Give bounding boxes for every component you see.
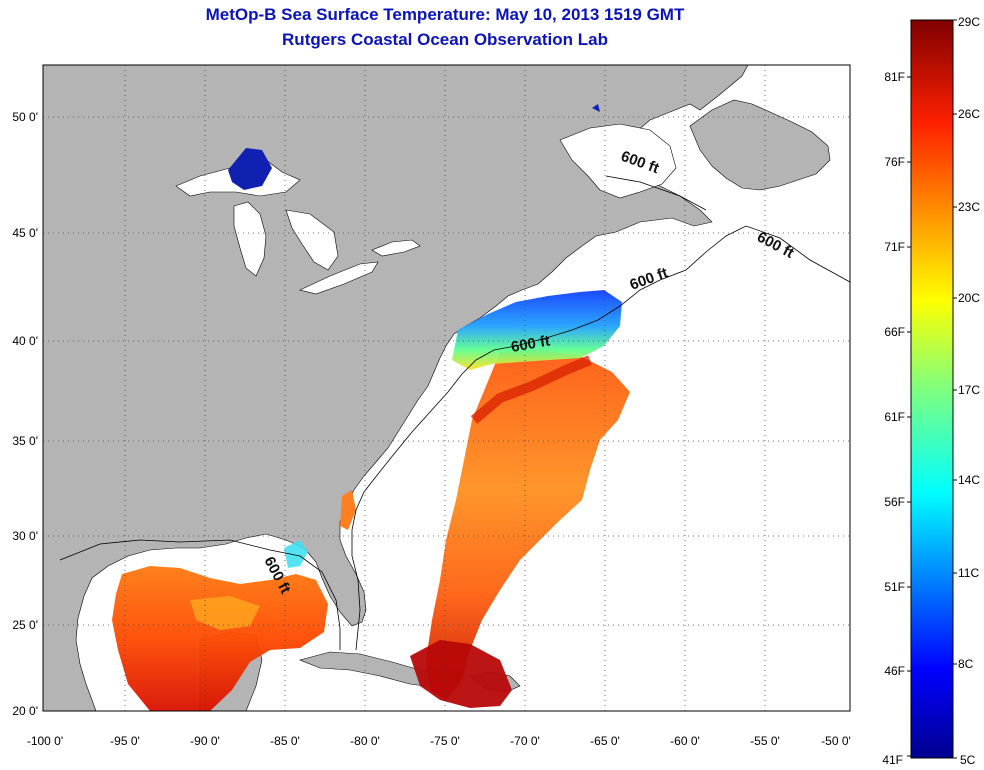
newfoundland-land [689, 99, 831, 191]
colorbar-fahrenheit-label: 66F [884, 325, 905, 339]
colorbar-celsius-label: 5C [960, 753, 976, 767]
lon-tick-label: -100 0' [27, 734, 63, 748]
colorbar-fahrenheit-label: 51F [884, 580, 905, 594]
lat-axis: 50 0' 45 0' 40 0' 35 0' 30 0' 25 0' 20 0… [12, 110, 38, 718]
depth-label: 600 ft [510, 332, 552, 356]
lat-tick-label: 30 0' [12, 529, 38, 543]
gulf-cool-patch [284, 540, 308, 568]
colorbar-fahrenheit-label: 61F [884, 410, 905, 424]
lon-tick-label: -85 0' [270, 734, 300, 748]
depth-contour-600ft [59, 175, 850, 651]
lon-tick-label: -80 0' [350, 734, 380, 748]
lon-tick-label: -55 0' [750, 734, 780, 748]
caribbean-sst-field [410, 640, 512, 708]
lake-ontario [371, 239, 421, 257]
lon-tick-label: -75 0' [430, 734, 460, 748]
lon-tick-label: -50 0' [821, 734, 851, 748]
colorbar-fahrenheit-label: 71F [884, 240, 905, 254]
gulf-warm-core [190, 596, 260, 630]
colorbar-fahrenheit-label: 81F [884, 70, 905, 84]
colorbar-celsius-label: 23C [958, 200, 980, 214]
colorbar-celsius-label: 17C [958, 383, 980, 397]
lon-axis: -100 0' -95 0' -90 0' -85 0' -80 0' -75 … [27, 734, 851, 748]
lat-tick-label: 35 0' [12, 434, 38, 448]
gulf-stream-core [470, 355, 592, 424]
lat-tick-label: 40 0' [12, 334, 38, 348]
lake-superior-cold [228, 148, 272, 190]
colorbar: 29C 26C 23C 20C 17C 14C 11C 8C 5C 81F 76… [882, 15, 980, 767]
lon-tick-label: -90 0' [190, 734, 220, 748]
map-title: MetOp-B Sea Surface Temperature: May 10,… [205, 5, 685, 24]
lon-tick-label: -65 0' [590, 734, 620, 748]
lon-tick-label: -70 0' [510, 734, 540, 748]
map-subtitle: Rutgers Coastal Ocean Observation Lab [282, 30, 608, 49]
colorbar-celsius-label: 14C [958, 473, 980, 487]
colorbar-fahrenheit-label: 56F [884, 495, 905, 509]
colorbar-scale [910, 19, 954, 759]
colorbar-celsius-label: 8C [958, 657, 974, 671]
gulf-st-lawrence [559, 123, 677, 199]
colorbar-celsius-label: 11C [958, 566, 979, 580]
lat-tick-label: 45 0' [12, 226, 38, 240]
lat-tick-label: 50 0' [12, 110, 38, 124]
colorbar-celsius-label: 20C [958, 291, 980, 305]
map-frame [42, 64, 851, 712]
gulf-sst-field [112, 566, 328, 711]
colorbar-fahrenheit-label: 46F [884, 664, 905, 678]
lon-tick-label: -60 0' [670, 734, 700, 748]
lake-huron [285, 209, 339, 271]
lat-tick-label: 25 0' [12, 618, 38, 632]
colorbar-celsius-label: 29C [958, 15, 980, 29]
lake-erie [299, 261, 379, 295]
colorbar-fahrenheit-label: 76F [884, 155, 905, 169]
colorbar-celsius-label: 26C [958, 107, 980, 121]
colorbar-fahrenheit-label: 41F [882, 753, 903, 767]
atlantic-sst-field [426, 350, 630, 700]
labrador-cold-spot [592, 104, 600, 112]
lake-michigan [233, 201, 267, 277]
lat-tick-label: 20 0' [12, 704, 38, 718]
florida-coast-warm [340, 490, 356, 530]
lon-tick-label: -95 0' [110, 734, 140, 748]
